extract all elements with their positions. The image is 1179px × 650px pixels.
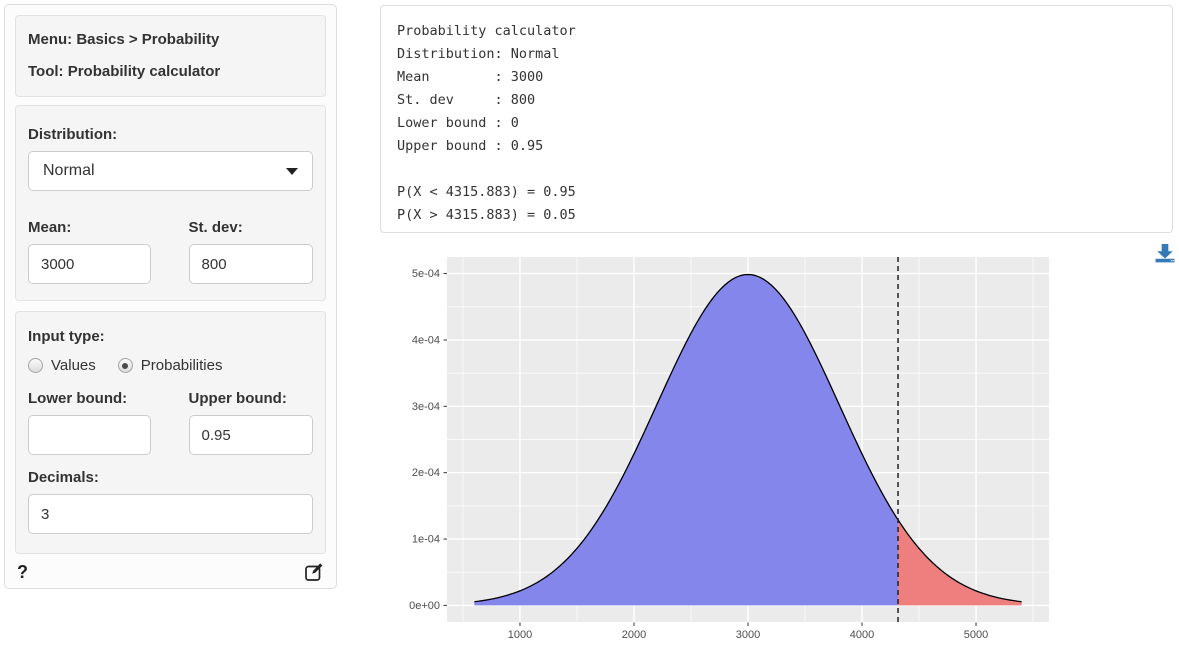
svg-text:0e+00: 0e+00: [409, 600, 440, 612]
probability-plot: 1000 2000 3000 4000 5000 0e+00 1e-04 2e-04 3e-04…: [409, 257, 1049, 641]
svg-text:1e-04: 1e-04: [412, 534, 440, 546]
svg-text:2e-04: 2e-04: [412, 467, 440, 479]
menu-panel: Menu: Basics > Probability Tool: Probabi…: [15, 15, 326, 97]
summary-text: Probability calculator Distribution: Nor…: [397, 23, 576, 223]
svg-text:2000: 2000: [622, 629, 646, 641]
mean-input[interactable]: [28, 244, 151, 284]
distribution-select[interactable]: Normal: [28, 151, 313, 191]
svg-text:1000: 1000: [508, 629, 532, 641]
download-plot-button[interactable]: [1155, 244, 1175, 263]
stdev-input[interactable]: [188, 244, 313, 284]
decimals-label: Decimals:: [28, 469, 99, 486]
edit-report-button[interactable]: [304, 562, 324, 582]
radio-values-label: Values: [51, 357, 96, 374]
input-type-panel: Input type: Values Probabilities Lower b…: [15, 311, 326, 554]
summary-output: Probability calculator Distribution: Nor…: [380, 5, 1173, 233]
sidebar: Menu: Basics > Probability Tool: Probabi…: [4, 4, 337, 589]
svg-text:5e-04: 5e-04: [412, 268, 440, 280]
tool-title: Tool: Probability calculator: [28, 63, 221, 80]
distribution-label: Distribution:: [28, 126, 118, 143]
breadcrumb: Menu: Basics > Probability: [28, 31, 220, 48]
input-type-radio-group: Values Probabilities: [28, 357, 313, 374]
decimals-input[interactable]: [28, 494, 313, 534]
radio-probabilities-circle-icon: [117, 358, 133, 373]
svg-text:4e-04: 4e-04: [412, 334, 440, 346]
upper-bound-input[interactable]: [188, 415, 313, 455]
mean-label: Mean:: [28, 219, 72, 236]
stdev-label: St. dev:: [188, 219, 243, 236]
radio-probabilities[interactable]: Probabilities: [117, 357, 223, 374]
download-icon: [1155, 244, 1175, 263]
lower-bound-input[interactable]: [28, 415, 151, 455]
distribution-panel: Distribution: Normal Mean: St. dev:: [15, 105, 326, 301]
pencil-square-icon: [305, 563, 323, 581]
upper-bound-label: Upper bound:: [188, 390, 287, 407]
radio-values-circle-icon: [28, 358, 43, 373]
distribution-selected-value: Normal: [43, 162, 95, 179]
caret-down-icon: [286, 167, 298, 175]
lower-bound-label: Lower bound:: [28, 390, 128, 407]
radio-values[interactable]: Values: [28, 357, 96, 374]
svg-text:3000: 3000: [736, 629, 760, 641]
radio-probabilities-label: Probabilities: [140, 357, 223, 374]
input-type-label: Input type:: [28, 328, 105, 345]
svg-text:5000: 5000: [964, 629, 988, 641]
svg-text:3e-04: 3e-04: [412, 401, 440, 413]
help-icon[interactable]: ?: [17, 561, 28, 582]
sidebar-footer: ?: [15, 560, 326, 584]
svg-text:4000: 4000: [850, 629, 874, 641]
